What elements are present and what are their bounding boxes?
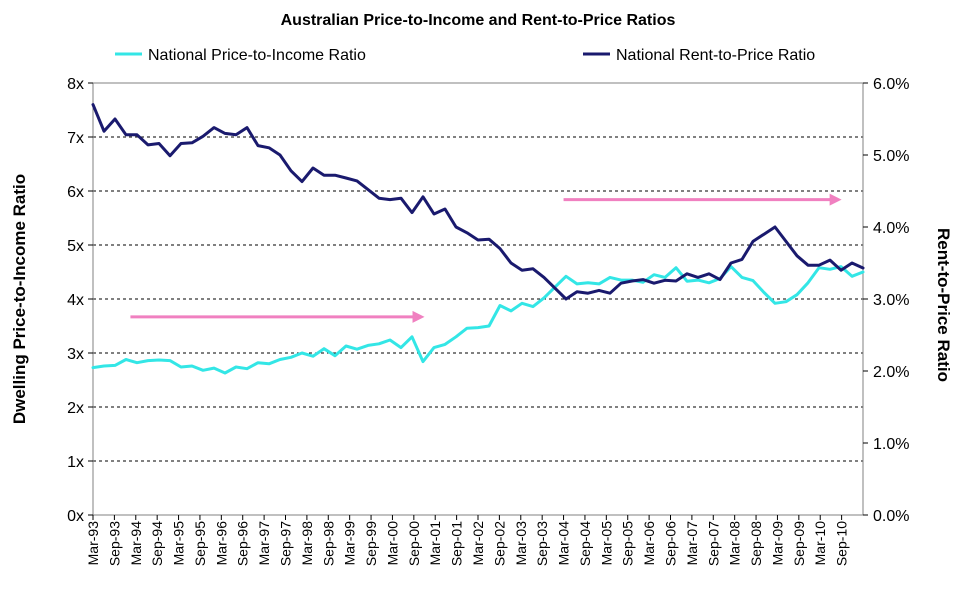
x-tick-label: Sep-98	[320, 521, 336, 566]
x-tick-label: Sep-96	[235, 521, 251, 566]
left-axis-title: Dwelling Price-to-Income Ratio	[10, 174, 29, 424]
legend: National Price-to-Income Ratio National …	[115, 47, 815, 64]
left-tick-label: 3x	[67, 346, 84, 363]
x-tick-label: Sep-08	[748, 521, 764, 566]
x-tick-label: Mar-07	[684, 521, 700, 566]
series-lines	[91, 103, 865, 375]
x-tick-label: Mar-97	[256, 521, 272, 566]
x-tick-label: Mar-02	[470, 521, 486, 566]
chart-title: Australian Price-to-Income and Rent-to-P…	[281, 12, 676, 29]
x-tick-label: Mar-98	[299, 521, 315, 566]
x-tick-label: Mar-03	[513, 521, 529, 566]
annotations	[130, 193, 842, 323]
x-tick-label: Sep-95	[192, 521, 208, 566]
x-tick-label: Sep-00	[406, 521, 422, 566]
series-line-rent-to-price	[91, 103, 865, 301]
legend-label-rent-to-price: National Rent-to-Price Ratio	[616, 47, 815, 64]
right-tick-label: 3.0%	[873, 292, 909, 309]
x-axis-ticks: Mar-93 Sep-93 Mar-94 Sep-94 Mar-95 Sep-95 Mar-…	[85, 515, 850, 566]
trend-arrow-head	[412, 310, 425, 323]
x-tick-label: Mar-04	[556, 521, 572, 566]
x-tick-label: Mar-95	[171, 521, 187, 566]
left-tick-label: 0x	[67, 508, 84, 525]
x-tick-label: Sep-02	[491, 521, 507, 566]
legend-label-price-to-income: National Price-to-Income Ratio	[148, 47, 366, 64]
left-tick-label: 7x	[67, 130, 84, 147]
left-tick-label: 6x	[67, 184, 84, 201]
x-tick-label: Sep-09	[791, 521, 807, 566]
x-tick-label: Sep-97	[278, 521, 294, 566]
right-tick-label: 2.0%	[873, 364, 909, 381]
left-axis-ticks: 0x 1x 2x 3x 4x 5x 6x 7x 8x	[67, 76, 93, 525]
x-tick-label: Sep-03	[534, 521, 550, 566]
x-tick-label: Sep-10	[834, 521, 850, 566]
left-tick-label: 5x	[67, 238, 84, 255]
gridlines	[93, 136, 863, 462]
right-tick-label: 0.0%	[873, 508, 909, 525]
right-axis-ticks: 0.0% 1.0% 2.0% 3.0% 4.0% 5.0% 6.0%	[863, 76, 909, 525]
x-tick-label: Mar-01	[427, 521, 443, 566]
x-tick-label: Mar-96	[213, 521, 229, 566]
right-tick-label: 1.0%	[873, 436, 909, 453]
left-tick-label: 8x	[67, 76, 84, 93]
right-tick-label: 6.0%	[873, 76, 909, 93]
left-tick-label: 2x	[67, 400, 84, 417]
x-tick-label: Mar-08	[727, 521, 743, 566]
x-tick-label: Sep-93	[106, 521, 122, 566]
x-tick-label: Sep-99	[363, 521, 379, 566]
x-tick-label: Mar-09	[769, 521, 785, 566]
x-tick-label: Sep-06	[663, 521, 679, 566]
x-tick-label: Mar-93	[85, 521, 101, 566]
x-tick-label: Mar-05	[598, 521, 614, 566]
x-tick-label: Mar-99	[342, 521, 358, 566]
left-tick-label: 4x	[67, 292, 84, 309]
x-tick-label: Mar-00	[384, 521, 400, 566]
x-tick-label: Sep-01	[449, 521, 465, 566]
series-line-price-to-income	[91, 265, 865, 375]
right-axis-title: Rent-to-Price Ratio	[934, 228, 953, 382]
trend-arrow-head	[829, 193, 842, 206]
right-tick-label: 5.0%	[873, 148, 909, 165]
x-tick-label: Sep-04	[577, 521, 593, 566]
x-tick-label: Sep-07	[705, 521, 721, 566]
x-tick-label: Sep-05	[620, 521, 636, 566]
x-tick-label: Mar-94	[128, 521, 144, 566]
x-tick-label: Sep-94	[149, 521, 165, 566]
right-tick-label: 4.0%	[873, 220, 909, 237]
x-tick-label: Mar-06	[641, 521, 657, 566]
x-tick-label: Mar-10	[812, 521, 828, 566]
left-tick-label: 1x	[67, 454, 84, 471]
